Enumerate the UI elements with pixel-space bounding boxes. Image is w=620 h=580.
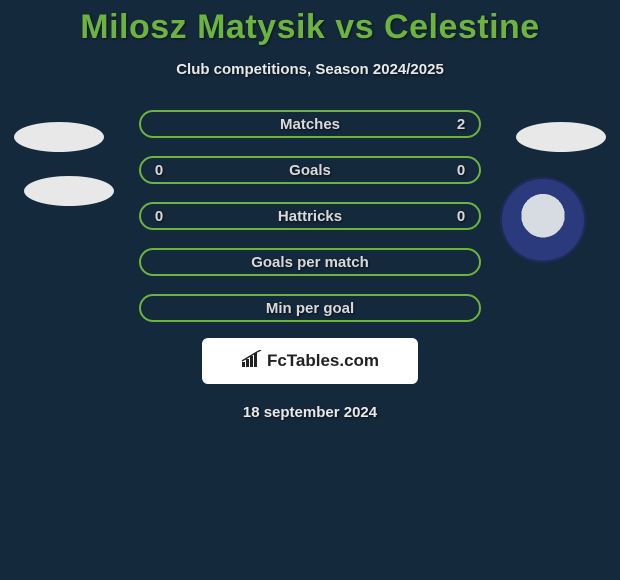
stat-row-goals: 0 Goals 0: [139, 156, 481, 184]
stat-row-matches: Matches 2: [139, 110, 481, 138]
stat-label: Goals: [289, 162, 331, 179]
stat-right-value: 0: [453, 162, 469, 179]
stat-row-goals-per-match: Goals per match: [139, 248, 481, 276]
player-left-avatar: [14, 122, 104, 152]
player-right-club-crest: [500, 177, 586, 263]
bar-chart-icon: [241, 350, 263, 373]
stat-right-value: 0: [453, 208, 469, 225]
stat-row-min-per-goal: Min per goal: [139, 294, 481, 322]
brand-text: FcTables.com: [267, 351, 379, 371]
page-subtitle: Club competitions, Season 2024/2025: [0, 61, 620, 78]
player-right-avatar: [516, 122, 606, 152]
stat-row-hattricks: 0 Hattricks 0: [139, 202, 481, 230]
stat-label: Min per goal: [266, 300, 354, 317]
stat-label: Hattricks: [278, 208, 342, 225]
brand-badge: FcTables.com: [202, 338, 418, 384]
stat-right-value: 2: [453, 116, 469, 133]
player-left-club-avatar: [24, 176, 114, 206]
page-title: Milosz Matysik vs Celestine: [0, 0, 620, 47]
stat-label: Matches: [280, 116, 340, 133]
date-line: 18 september 2024: [0, 404, 620, 421]
stat-left-value: 0: [151, 208, 167, 225]
stat-label: Goals per match: [251, 254, 369, 271]
stat-left-value: 0: [151, 162, 167, 179]
brand-label: FcTables.com: [241, 350, 379, 373]
